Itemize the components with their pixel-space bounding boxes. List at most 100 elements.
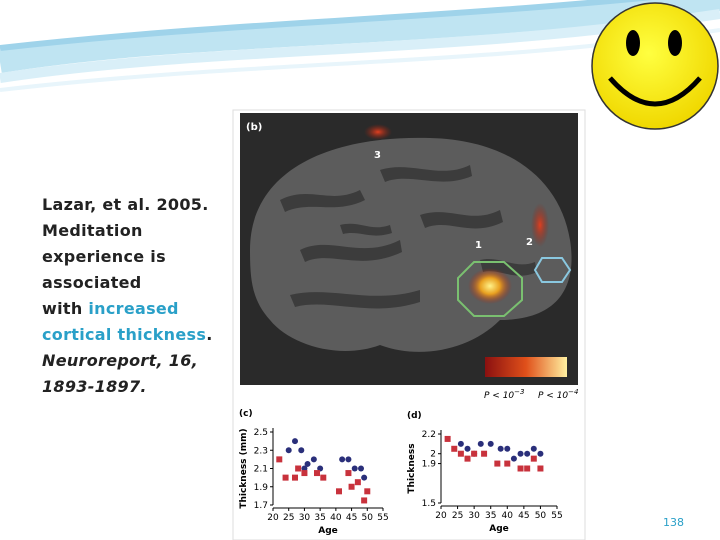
point (351, 465, 358, 472)
point (457, 450, 464, 457)
point (487, 440, 494, 447)
page-number: 138 (663, 516, 684, 529)
line: cortical thickness. (42, 322, 213, 348)
y-tick-label: 2 (430, 450, 436, 460)
point (451, 445, 458, 452)
point (510, 455, 517, 462)
point (504, 445, 511, 452)
highlight: cortical thickness (42, 325, 207, 344)
text: Meditation (42, 221, 143, 240)
line: 1893-1897. (42, 374, 213, 400)
point (517, 465, 524, 472)
point (320, 474, 327, 481)
point (358, 465, 364, 472)
y-tick-label: 2.5 (254, 428, 268, 438)
x-tick-label: 25 (452, 511, 463, 521)
point (477, 440, 484, 447)
line: Neuroreport, 16, (42, 348, 213, 374)
x-tick-label: 20 (267, 513, 279, 523)
brain-image (240, 113, 578, 385)
point (464, 455, 471, 462)
panel-label: (b) (246, 122, 262, 133)
text: Neuroreport, 16, (42, 351, 199, 370)
x-tick-label: 45 (518, 511, 529, 521)
point (361, 497, 368, 504)
point (304, 460, 311, 467)
text: 1893-1897. (42, 377, 147, 396)
x-tick-label: 35 (314, 513, 325, 523)
y-tick-label: 2.3 (254, 446, 268, 456)
text: experience is (42, 247, 166, 266)
point (298, 447, 305, 454)
point (504, 460, 511, 467)
point (524, 450, 531, 457)
point (517, 450, 524, 457)
point (345, 456, 352, 463)
region-label: 3 (374, 150, 381, 161)
point (537, 465, 544, 472)
point (310, 456, 317, 463)
point (494, 460, 501, 467)
point (301, 470, 308, 477)
p-base: P < 10 (538, 391, 568, 401)
x-tick-label: 35 (485, 511, 496, 521)
panel-label: (d) (407, 411, 422, 421)
region-label: 1 (475, 240, 482, 251)
y-tick-label: 1.7 (254, 501, 268, 511)
y-axis-label: Thickness (407, 443, 417, 493)
x-tick-label: 45 (346, 513, 357, 523)
x-axis-label: Age (489, 524, 509, 534)
text: with (42, 299, 89, 318)
x-tick-label: 30 (299, 513, 311, 523)
point (457, 440, 464, 447)
point (364, 488, 371, 495)
p-exp: −4 (568, 388, 578, 396)
point (497, 445, 504, 452)
point (295, 465, 302, 472)
point (464, 445, 471, 452)
point (285, 447, 292, 454)
x-tick-label: 40 (330, 513, 342, 523)
region-label: 2 (526, 237, 533, 248)
point (339, 456, 346, 463)
point (444, 435, 451, 442)
x-tick-label: 25 (283, 513, 294, 523)
point (537, 450, 544, 457)
y-tick-label: 1.9 (254, 483, 269, 493)
p-exp: −3 (514, 388, 524, 396)
point (530, 455, 537, 462)
y-tick-label: 1.9 (422, 460, 437, 470)
point (361, 474, 368, 481)
x-axis-label: Age (318, 526, 338, 536)
point (481, 450, 488, 457)
point (471, 450, 478, 457)
point (301, 465, 308, 472)
x-tick-label: 50 (362, 513, 374, 523)
line: with increased (42, 296, 213, 322)
y-tick-label: 1.5 (422, 499, 436, 509)
y-axis-label: Thickness (mm) (239, 428, 249, 508)
point (530, 445, 537, 452)
highlight: increased (88, 299, 179, 318)
text: . (206, 325, 213, 344)
citation: Lazar, et al. 2005. Meditation experienc… (42, 192, 213, 400)
smiley (591, 2, 719, 130)
x-tick-label: 55 (377, 513, 388, 523)
x-tick-label: 40 (502, 511, 514, 521)
line: Lazar, et al. 2005. (42, 192, 213, 218)
y-tick-label: 2.2 (422, 430, 436, 440)
x-tick-label: 55 (551, 511, 562, 521)
point (276, 456, 283, 463)
text: Lazar, et al. 2005. (42, 195, 209, 214)
point (292, 438, 298, 445)
point (336, 488, 342, 495)
point (282, 474, 289, 481)
text: associated (42, 273, 142, 292)
y-tick-label: 2.1 (254, 465, 268, 475)
p-label: P < 10−4 (538, 388, 578, 401)
point (354, 479, 361, 486)
plots: (c)2.52.32.11.91.720 25 30 35 40 45 50 55AgeThi… (239, 409, 563, 536)
x-tick-label: 30 (468, 511, 480, 521)
line: associated (42, 270, 213, 296)
